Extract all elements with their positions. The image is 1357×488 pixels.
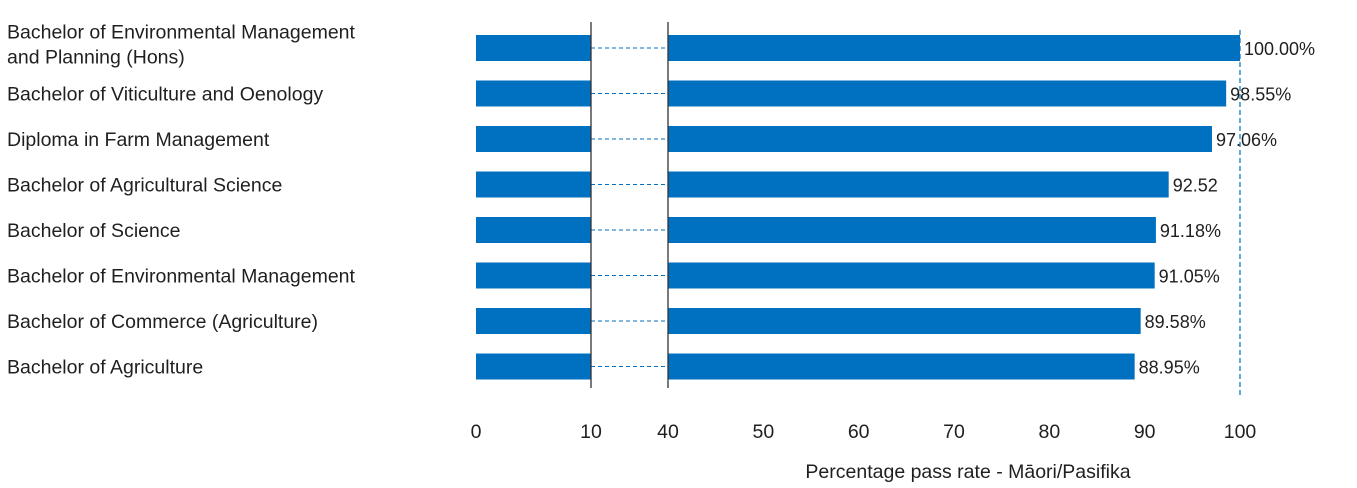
x-tick-label: 40: [657, 421, 679, 443]
category-label: Diploma in Farm Management: [7, 129, 270, 151]
data-label: 100.00%: [1244, 39, 1315, 59]
bar: [668, 126, 1212, 152]
x-tick-label: 60: [848, 421, 870, 443]
break-axis-lines: [590, 22, 669, 388]
x-tick-label: 50: [752, 421, 774, 443]
bar: [668, 308, 1141, 334]
data-label: 91.18%: [1160, 221, 1221, 241]
category-label: and Planning (Hons): [7, 47, 185, 69]
data-label: 89.58%: [1145, 312, 1206, 332]
data-label: 98.55%: [1230, 85, 1291, 105]
x-tick-label: 80: [1038, 421, 1060, 443]
category-label: Bachelor of Science: [7, 220, 180, 242]
category-label: Bachelor of Agricultural Science: [7, 175, 282, 197]
data-label: 91.05%: [1159, 267, 1220, 287]
data-label: 88.95%: [1139, 358, 1200, 378]
bar-segment-low: [476, 80, 591, 107]
category-labels: Bachelor of Environmental Management and …: [7, 22, 356, 379]
bar: [668, 171, 1169, 198]
x-tick-label: 90: [1134, 421, 1156, 443]
bar-segment-low: [476, 35, 591, 61]
category-label: Bachelor of Agriculture: [7, 357, 203, 379]
x-axis-title: Percentage pass rate - Māori/Pasifika: [805, 461, 1130, 483]
x-tick-label: 0: [471, 421, 482, 443]
bar-segment-low: [476, 171, 591, 198]
bar: [668, 353, 1135, 380]
category-label: Bachelor of Environmental Management: [7, 266, 356, 288]
break-connectors: [591, 47, 668, 367]
bar: [668, 262, 1155, 289]
bar-segment-low: [476, 262, 591, 289]
x-tick-label: 70: [943, 421, 965, 443]
bar-segment-low: [476, 308, 591, 334]
bar-segment-low: [476, 217, 591, 243]
x-tick-label: 100: [1224, 421, 1257, 443]
bar-segment-low: [476, 126, 591, 152]
bars: [476, 35, 1240, 380]
category-label: Bachelor of Environmental Management: [7, 22, 356, 44]
x-tick-labels: 0 10 40 50 60 70 80 90 100: [471, 421, 1257, 443]
data-label: 97.06%: [1216, 130, 1277, 150]
data-labels: 100.00% 98.55% 97.06% 92.52 91.18% 91.05% 89.5…: [1139, 39, 1315, 378]
category-label: Bachelor of Commerce (Agriculture): [7, 311, 318, 333]
bar: [668, 80, 1227, 107]
bar-segment-low: [476, 353, 591, 380]
x-tick-label: 10: [580, 421, 602, 443]
category-label: Bachelor of Viticulture and Oenology: [7, 84, 323, 106]
bar: [668, 217, 1156, 243]
data-label: 92.52: [1173, 176, 1218, 196]
bar: [668, 35, 1240, 61]
